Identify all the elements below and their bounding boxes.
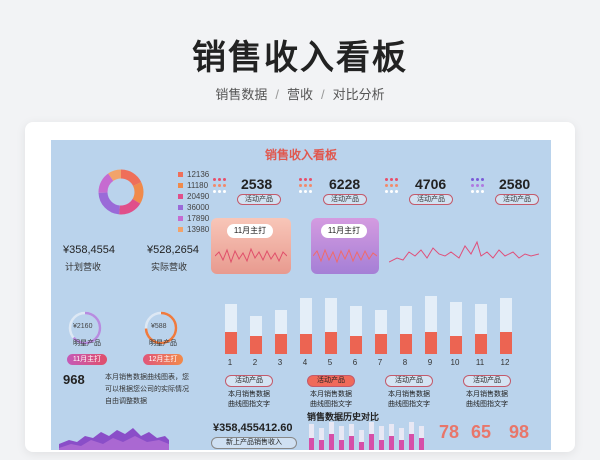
- nav-comparison[interactable]: 对比分析: [332, 87, 385, 102]
- trend-line: [215, 247, 287, 264]
- ring-progress: [68, 311, 102, 345]
- bar-fill: [450, 336, 462, 354]
- legend-item: 11180: [178, 181, 208, 190]
- bar-fill: [500, 332, 512, 354]
- active-product-button[interactable]: 活动产品: [385, 375, 433, 387]
- active-product-button[interactable]: 活动产品: [463, 375, 511, 387]
- dots-icon: [471, 178, 489, 194]
- button-description: 本月销售数据 曲线图指文字: [466, 391, 508, 408]
- bar-fill: [375, 334, 387, 354]
- legend-item: 13980: [178, 225, 209, 234]
- ring-value: ¥2160: [73, 323, 93, 330]
- button-description: 本月销售数据 曲线图指文字: [388, 391, 430, 408]
- sparkline: [389, 240, 539, 263]
- stat-label: 活动产品: [409, 194, 453, 205]
- bar-fill: [225, 332, 237, 354]
- trend-panel: 11月主打: [311, 218, 379, 274]
- actual-revenue-value: ¥528,2654: [147, 244, 199, 256]
- plan-revenue-label: 计划营收: [65, 262, 102, 272]
- plan-revenue-value: ¥358,4554: [63, 244, 115, 256]
- bar-fill: [425, 332, 437, 354]
- nav-revenue[interactable]: 营收: [286, 87, 313, 102]
- count-value: 968: [63, 372, 85, 387]
- button-description: 本月销售数据 曲线图指文字: [310, 391, 352, 408]
- ring-value: ¥588: [151, 323, 167, 330]
- bar-label: 1: [227, 358, 233, 367]
- dashboard-title: 销售收入看板: [264, 148, 337, 162]
- ring-progress: [144, 311, 178, 345]
- button-description: 本月销售数据 曲线图指文字: [228, 391, 270, 408]
- bar-label: 3: [277, 358, 283, 367]
- bar-fill: [350, 336, 362, 354]
- bar-label: 11: [475, 358, 485, 367]
- bar-fill: [250, 336, 262, 354]
- bar-label: 5: [327, 358, 333, 367]
- panel-tag: 11月主打: [321, 224, 367, 238]
- trend-panel: 11月主打: [211, 218, 291, 274]
- ring-label: 明星产品: [73, 340, 101, 347]
- month-badge: 12月主打: [143, 354, 183, 365]
- breadcrumb: 销售数据 / 营收 / 对比分析: [215, 87, 385, 102]
- bar-label: 4: [302, 358, 308, 367]
- stat-label: 活动产品: [323, 194, 367, 205]
- bar-fill: [325, 332, 337, 354]
- area-chart: [59, 428, 169, 450]
- bar-fill: [400, 334, 412, 354]
- donut-chart: [98, 169, 144, 215]
- page-title: 销售收入看板: [192, 39, 408, 77]
- dots-icon: [385, 178, 403, 194]
- ring-label: 明星产品: [149, 340, 177, 347]
- preview-card: 销售收入看板 12136 11180 20490 36000 17890 139…: [25, 122, 575, 452]
- bar-label: 10: [450, 358, 460, 367]
- new-revenue-label: 新上产品销售收入: [211, 437, 297, 449]
- bar-fill: [475, 334, 487, 354]
- panel-tag: 11月主打: [227, 224, 273, 238]
- big-number: 78: [439, 422, 460, 442]
- big-number: 98: [509, 422, 530, 442]
- dots-icon: [213, 178, 231, 194]
- bar-label: 9: [427, 358, 433, 367]
- month-badge: 11月主打: [67, 354, 107, 365]
- stat-value: 6228: [329, 176, 361, 192]
- bar-fill: [300, 334, 312, 354]
- stat-value: 2580: [499, 176, 531, 192]
- trend-line: [313, 248, 377, 264]
- history-bar-chart: [309, 422, 424, 450]
- stat-label: 活动产品: [495, 194, 539, 205]
- history-title: 销售数据历史对比: [307, 412, 380, 422]
- count-description: 本月销售数据曲线图表，您 可以根据您公司的实际情况 自由调整数据: [105, 374, 189, 405]
- bar-label: 6: [352, 358, 358, 367]
- dashboard-canvas: 销售收入看板 12136 11180 20490 36000 17890 139…: [51, 140, 551, 450]
- big-number: 65: [471, 422, 492, 442]
- nav-sales-data[interactable]: 销售数据: [215, 87, 268, 102]
- bar-fill: [275, 334, 287, 354]
- bar-label: 2: [252, 358, 258, 367]
- actual-revenue-label: 实际营收: [151, 262, 188, 272]
- stat-value: 4706: [415, 176, 447, 192]
- active-product-button[interactable]: 活动产品: [225, 375, 273, 387]
- monthly-bar-chart: [225, 296, 512, 354]
- legend-item: 17890: [178, 214, 209, 223]
- stat-value: 2538: [241, 176, 273, 192]
- bar-label: 12: [500, 358, 510, 367]
- legend-item: 36000: [178, 203, 209, 212]
- stat-label: 活动产品: [237, 194, 281, 205]
- legend-item: 20490: [178, 192, 209, 201]
- legend-item: 12136: [178, 170, 209, 179]
- bar-label: 7: [377, 358, 383, 367]
- new-revenue-value: ¥358,455412.60: [213, 422, 293, 434]
- active-product-button[interactable]: 活动产品: [307, 375, 355, 387]
- bar-label: 8: [402, 358, 408, 367]
- dots-icon: [299, 178, 317, 194]
